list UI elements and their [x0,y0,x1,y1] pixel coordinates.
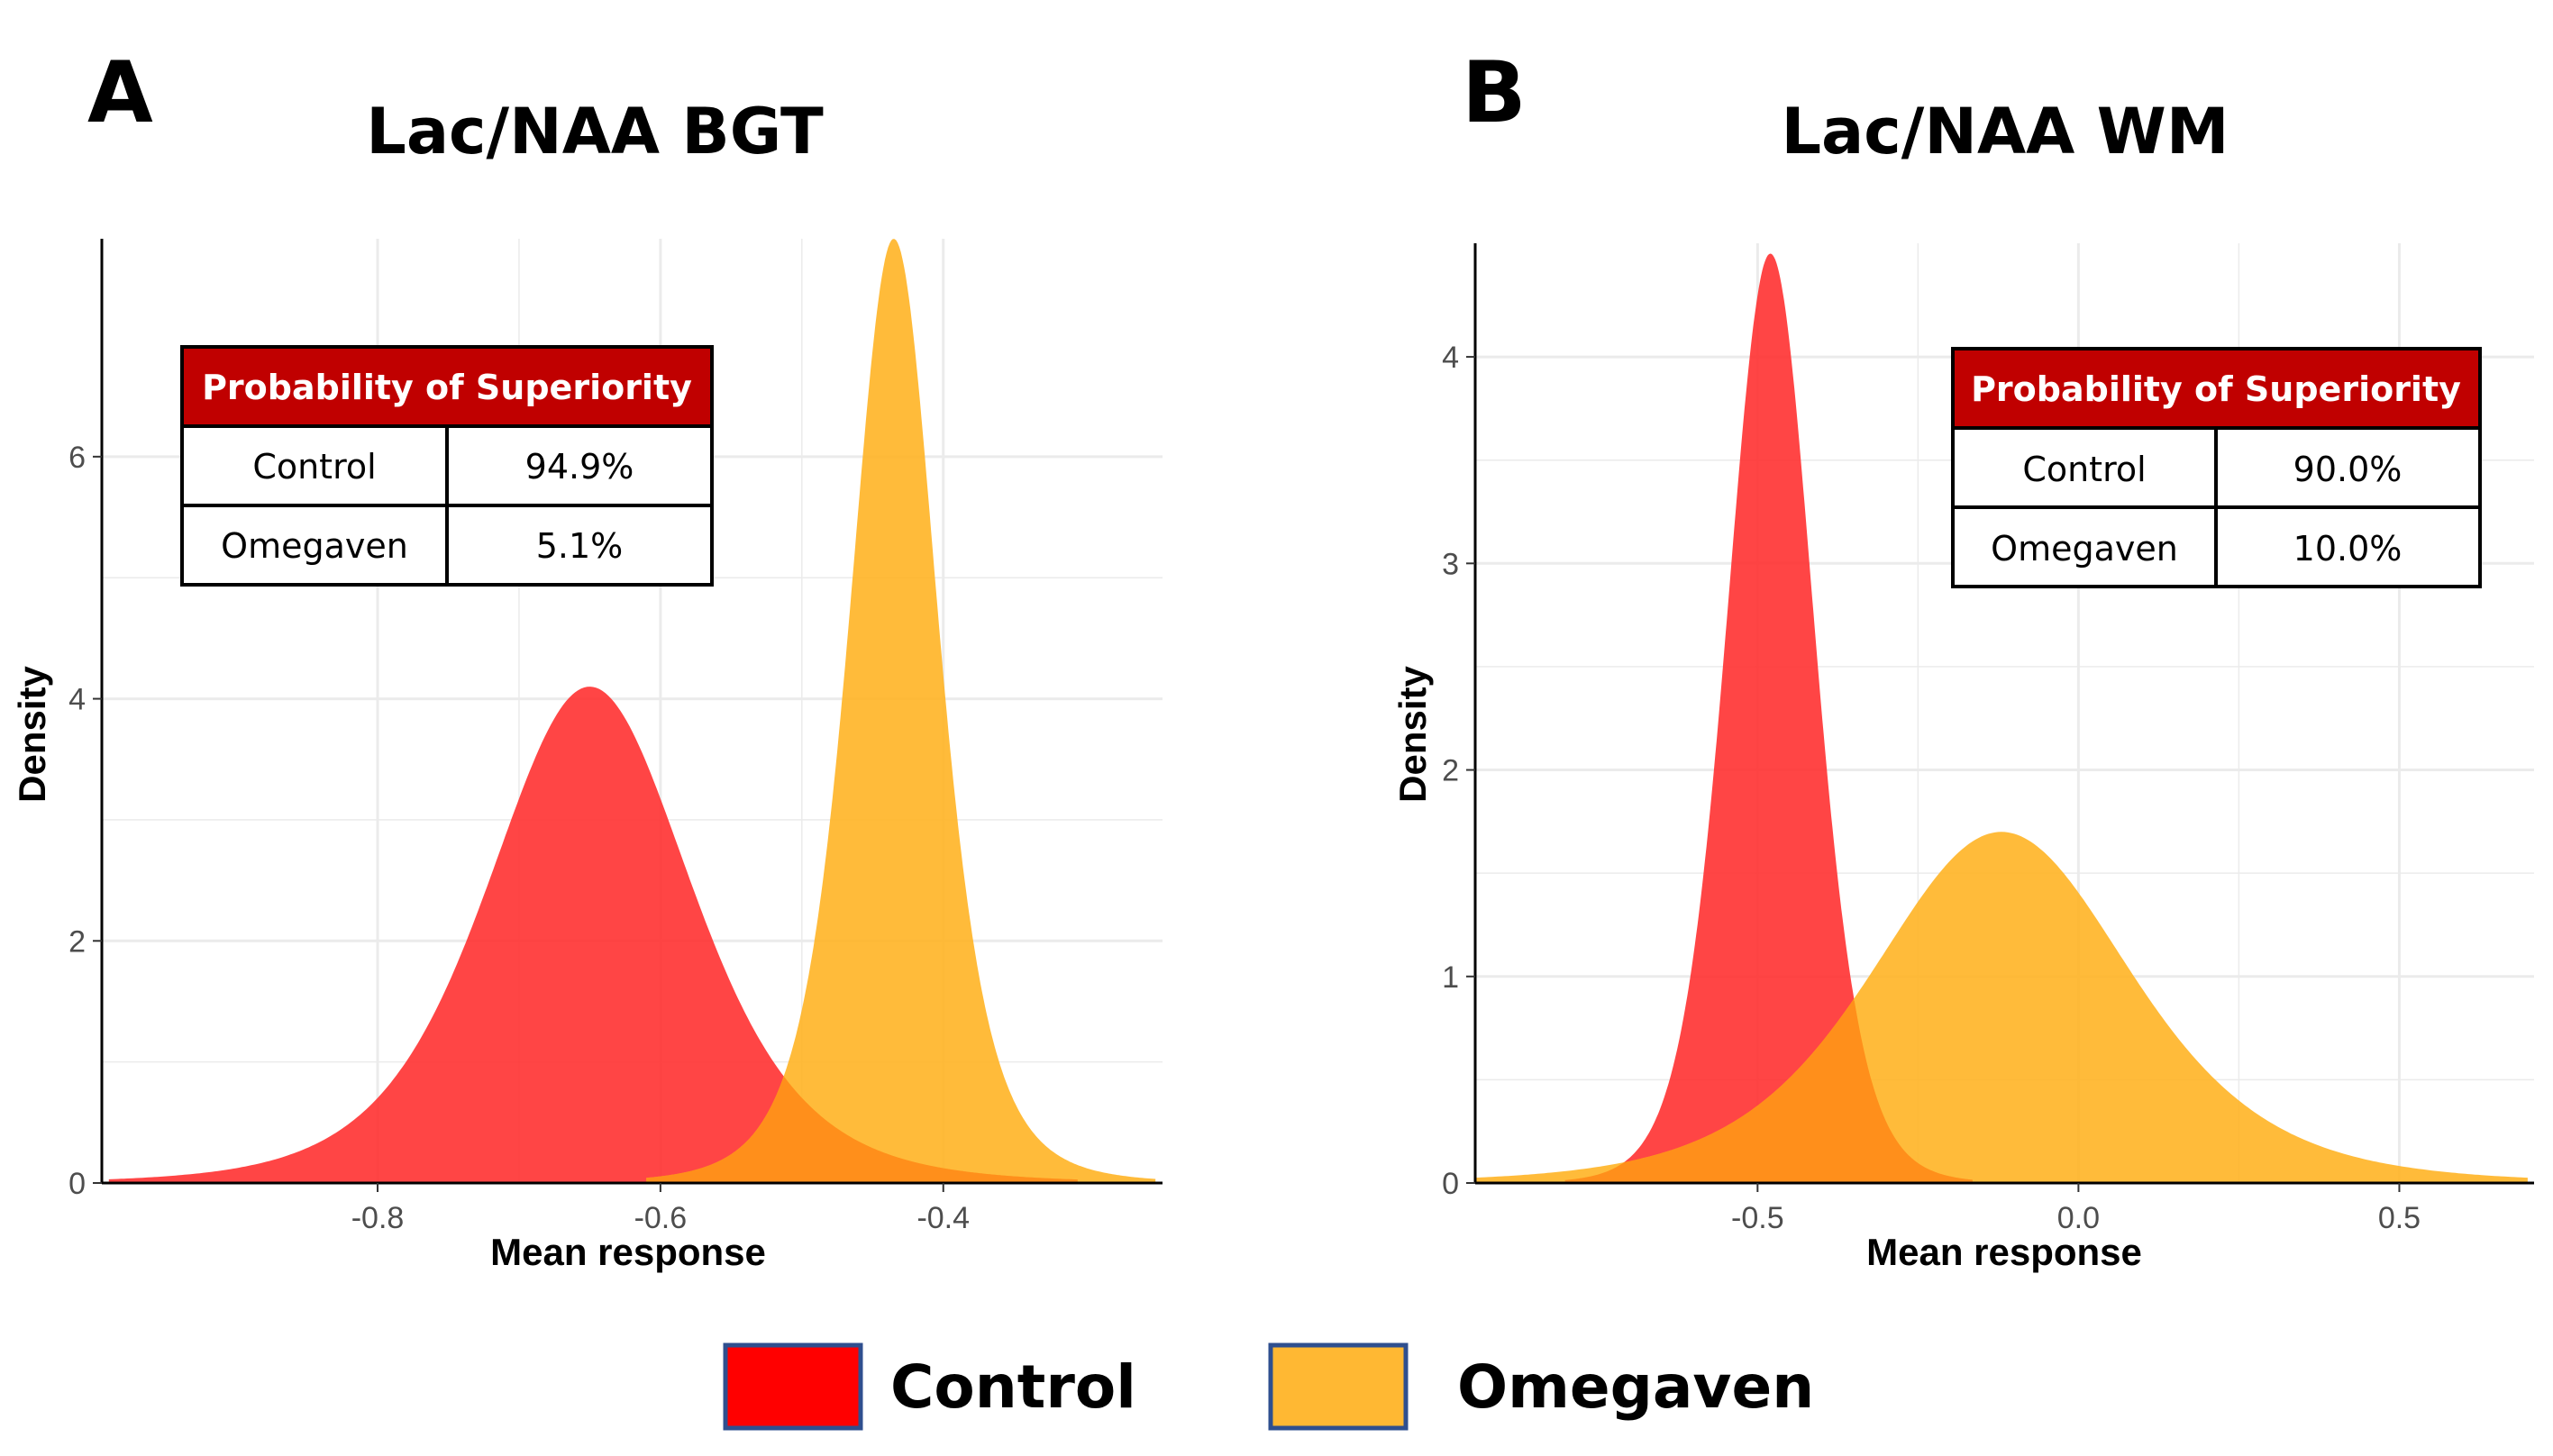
density-area-omegaven [646,239,1156,1184]
panel-b-title: Lac/NAA WM [1781,95,2229,168]
table-row-label: Omegaven [221,526,408,566]
y-tick-label: 2 [1442,754,1459,788]
y-tick-label: 0 [68,1167,86,1201]
y-tick-label: 1 [1442,960,1459,995]
legend-swatch-control [723,1342,863,1431]
table-header: Probability of Superiority [202,368,692,407]
panel-b-letter: B [1462,44,1527,142]
y-tick-label: 2 [68,924,86,959]
panel-b-tick-labels: -0.5 0.0 0.5 0 1 2 3 4 [1442,341,2421,1235]
y-tick-label: 4 [68,683,86,717]
panel-a-axes [100,239,1163,1185]
table-row-value: 90.0% [2293,450,2403,489]
y-tick-label: 3 [1442,547,1459,581]
table-row-label: Control [252,447,376,487]
table-row-label: Omegaven [1991,529,2178,569]
table-row-value: 10.0% [2293,529,2403,569]
panel-a-y-axis-title: Density [11,666,53,803]
table-header: Probability of Superiority [1971,369,2461,409]
x-tick-label: 0.5 [2378,1201,2421,1235]
density-overlap [1564,999,1973,1183]
panel-a-probability-table: Probability of Superiority Control 94.9%… [180,345,714,587]
density-area-control [108,687,1078,1183]
y-tick-label: 0 [1442,1167,1459,1201]
table-row-label: Control [2022,450,2146,489]
y-tick-label: 4 [1442,341,1459,375]
panel-a: A Lac/NAA BGT -0.8 -0.6 -0.4 0 2 4 6 Mean resp… [11,44,1163,1273]
panel-b-axes [1473,243,2534,1185]
panel-a-x-axis-title: Mean response [490,1231,766,1273]
x-tick-label: -0.6 [634,1201,688,1235]
panel-b-density-areas [1475,253,2528,1183]
table-row-value: 5.1% [536,526,624,566]
panel-b-probability-table: Probability of Superiority Control 90.0%… [1951,347,2482,588]
panel-a-title: Lac/NAA BGT [366,95,824,168]
x-tick-label: 0.0 [2057,1201,2100,1235]
legend-label-control: Control [890,1352,1136,1422]
density-area-omegaven [1475,832,2528,1183]
legend-swatch-omegaven [1268,1342,1409,1431]
x-tick-label: -0.5 [1731,1201,1784,1235]
y-tick-label: 6 [68,441,86,475]
panel-b: B Lac/NAA WM -0.5 0.0 0.5 0 1 2 3 4 Mean respon… [1391,44,2534,1273]
panel-a-letter: A [87,44,153,142]
density-overlap [646,1077,1078,1183]
panel-b-x-axis-title: Mean response [1866,1231,2142,1273]
table-header-bg [180,345,714,428]
legend-label-omegaven: Omegaven [1457,1352,1814,1422]
table-row-value: 94.9% [525,447,634,487]
x-tick-label: -0.8 [351,1201,405,1235]
panel-b-y-axis-title: Density [1391,666,1434,803]
panel-a-density-areas [108,239,1156,1184]
legend: Control Omegaven [723,1342,1814,1431]
density-area-control [1564,253,1973,1183]
x-tick-label: -0.4 [916,1201,970,1235]
panel-a-tick-labels: -0.8 -0.6 -0.4 0 2 4 6 [68,441,970,1235]
